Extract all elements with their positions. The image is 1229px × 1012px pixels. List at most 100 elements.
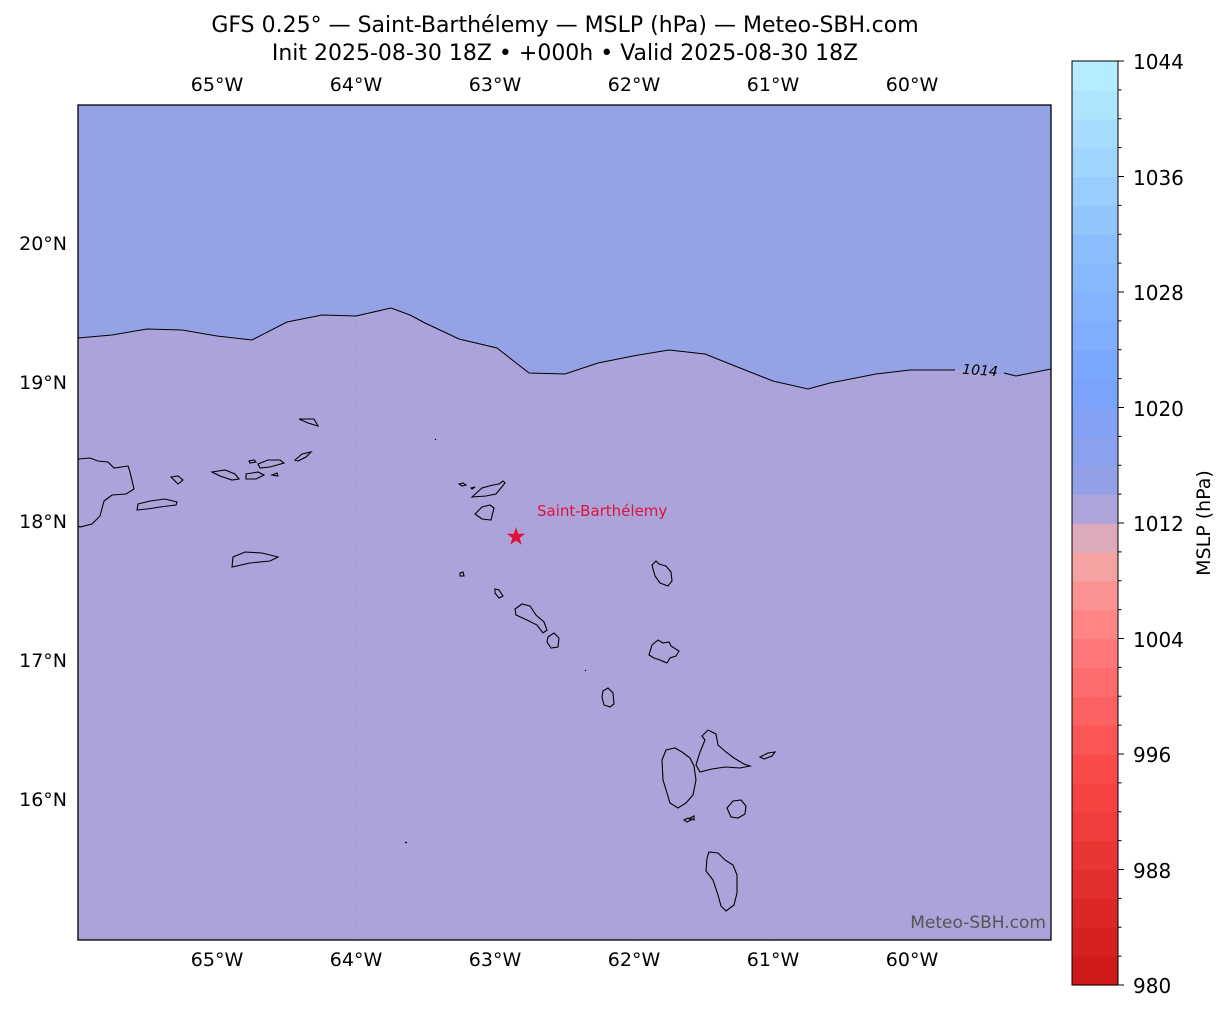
colorbar-segment xyxy=(1072,927,1118,957)
colorbar-segment xyxy=(1072,378,1118,409)
island-jost xyxy=(269,472,279,477)
island-les-saintes xyxy=(682,815,695,823)
map-title-line1: GFS 0.25° — Saint-Barthélemy — MSLP (hPa… xyxy=(211,13,919,38)
island-st-kitts xyxy=(514,603,548,634)
colorbar-segment xyxy=(1072,725,1118,755)
island-anegada xyxy=(298,418,320,427)
island-virgin-gorda xyxy=(293,451,313,462)
map-frame xyxy=(77,104,1052,941)
saint-barthelemy-marker xyxy=(506,527,526,545)
colorbar-segment xyxy=(1072,696,1118,726)
island-nevis xyxy=(546,632,560,649)
bottom-lon-axis: 65°W 64°W 63°W 62°W 61°W 60°W xyxy=(191,949,939,971)
colorbar-segment xyxy=(1072,89,1118,120)
left-lat-tick: 20°N xyxy=(19,233,67,255)
colorbar-tick-label: 988 xyxy=(1133,859,1171,883)
saint-barthelemy-label: Saint-Barthélemy xyxy=(537,502,667,520)
top-lon-tick: 60°W xyxy=(886,74,939,96)
colorbar-ticks xyxy=(1118,60,1124,986)
colorbar-segment xyxy=(1072,465,1118,495)
colorbar-label: MSLP (hPa) xyxy=(1193,470,1215,576)
bottom-lon-tick: 62°W xyxy=(608,949,661,971)
colorbar-segment xyxy=(1072,61,1118,91)
colorbar-tick-label: 1044 xyxy=(1133,50,1184,74)
island-anguilla-2 xyxy=(469,486,476,490)
colorbar-tick-label: 1012 xyxy=(1133,512,1184,536)
left-lat-axis: 20°N 19°N 18°N 17°N 16°N xyxy=(19,233,67,811)
map-title-line2: Init 2025-08-30 18Z • +000h • Valid 2025… xyxy=(271,41,859,66)
colorbar-segment xyxy=(1072,147,1118,178)
coastlines xyxy=(78,418,777,912)
high-pressure-region xyxy=(78,105,1051,389)
island-desirade xyxy=(758,751,777,760)
pressure-field: 1014 xyxy=(78,105,1051,940)
top-lon-tick: 64°W xyxy=(330,74,383,96)
island-guadeloupe-grande-terre xyxy=(695,729,753,773)
island-tortola xyxy=(257,459,286,469)
colorbar-segment xyxy=(1072,320,1118,351)
colorbar-segment xyxy=(1072,754,1118,784)
grid-lines xyxy=(78,105,1051,940)
bottom-lon-tick: 63°W xyxy=(469,949,522,971)
colorbar-segment xyxy=(1072,840,1118,871)
colorbar-segment xyxy=(1072,205,1118,235)
top-lon-axis: 65°W 64°W 63°W 62°W 61°W 60°W xyxy=(191,74,939,96)
island-antigua xyxy=(648,639,680,664)
colorbar-segment xyxy=(1072,580,1118,611)
colorbar-segment xyxy=(1072,118,1118,149)
left-lat-tick: 16°N xyxy=(19,789,67,811)
colorbar-segment xyxy=(1072,782,1118,813)
colorbar-tick-label: 1004 xyxy=(1133,628,1184,652)
island-dominica xyxy=(705,851,738,912)
colorbar-tick-label: 1036 xyxy=(1133,166,1184,190)
colorbar-tick-label: 1020 xyxy=(1133,397,1184,421)
colorbar xyxy=(1072,61,1118,986)
colorbar-segment xyxy=(1072,956,1118,986)
island-sombrero xyxy=(434,438,437,441)
island-montserrat xyxy=(601,687,615,708)
bottom-lon-tick: 60°W xyxy=(886,949,939,971)
left-lat-tick: 17°N xyxy=(19,650,67,672)
island-aves xyxy=(404,841,408,844)
colorbar-segment xyxy=(1072,407,1118,437)
island-guadeloupe-basse-terre xyxy=(661,747,697,809)
isobar-label: 1014 xyxy=(962,362,999,380)
island-saba xyxy=(459,571,465,577)
island-vieques xyxy=(136,498,178,511)
colorbar-segment xyxy=(1072,494,1118,524)
bottom-lon-tick: 64°W xyxy=(330,949,383,971)
island-marie-galante xyxy=(726,799,747,819)
watermark: Meteo-SBH.com xyxy=(910,913,1046,933)
island-puerto-rico-east xyxy=(78,457,135,528)
island-st-croix xyxy=(231,551,280,568)
colorbar-segment xyxy=(1072,609,1118,640)
colorbar-segment xyxy=(1072,436,1118,466)
island-redonda xyxy=(584,669,587,672)
island-barbuda xyxy=(651,560,673,587)
colorbar-segment xyxy=(1072,869,1118,899)
colorbar-segment xyxy=(1072,263,1118,293)
island-beef xyxy=(248,459,258,464)
colorbar-segment xyxy=(1072,898,1118,928)
colorbar-segment xyxy=(1072,523,1118,553)
island-st-eustatius xyxy=(494,588,504,599)
colorbar-segment xyxy=(1072,349,1118,380)
isobar-1014 xyxy=(78,307,1051,390)
colorbar-segment xyxy=(1072,551,1118,582)
left-lat-tick: 18°N xyxy=(19,511,67,533)
colorbar-tick-labels: 1044 1036 1028 1020 1012 1004 996 988 98… xyxy=(1133,50,1184,998)
colorbar-segment xyxy=(1072,234,1118,264)
colorbar-segment xyxy=(1072,176,1118,206)
bottom-lon-tick: 61°W xyxy=(747,949,800,971)
island-st-martin xyxy=(470,480,506,498)
colorbar-tick-label: 1028 xyxy=(1133,281,1184,305)
colorbar-segment xyxy=(1072,667,1118,697)
left-lat-tick: 19°N xyxy=(19,372,67,394)
colorbar-tick-label: 996 xyxy=(1133,743,1171,767)
top-lon-tick: 62°W xyxy=(608,74,661,96)
bottom-lon-tick: 65°W xyxy=(191,949,244,971)
colorbar-segment xyxy=(1072,292,1118,322)
top-lon-tick: 63°W xyxy=(469,74,522,96)
colorbar-segment xyxy=(1072,811,1118,842)
